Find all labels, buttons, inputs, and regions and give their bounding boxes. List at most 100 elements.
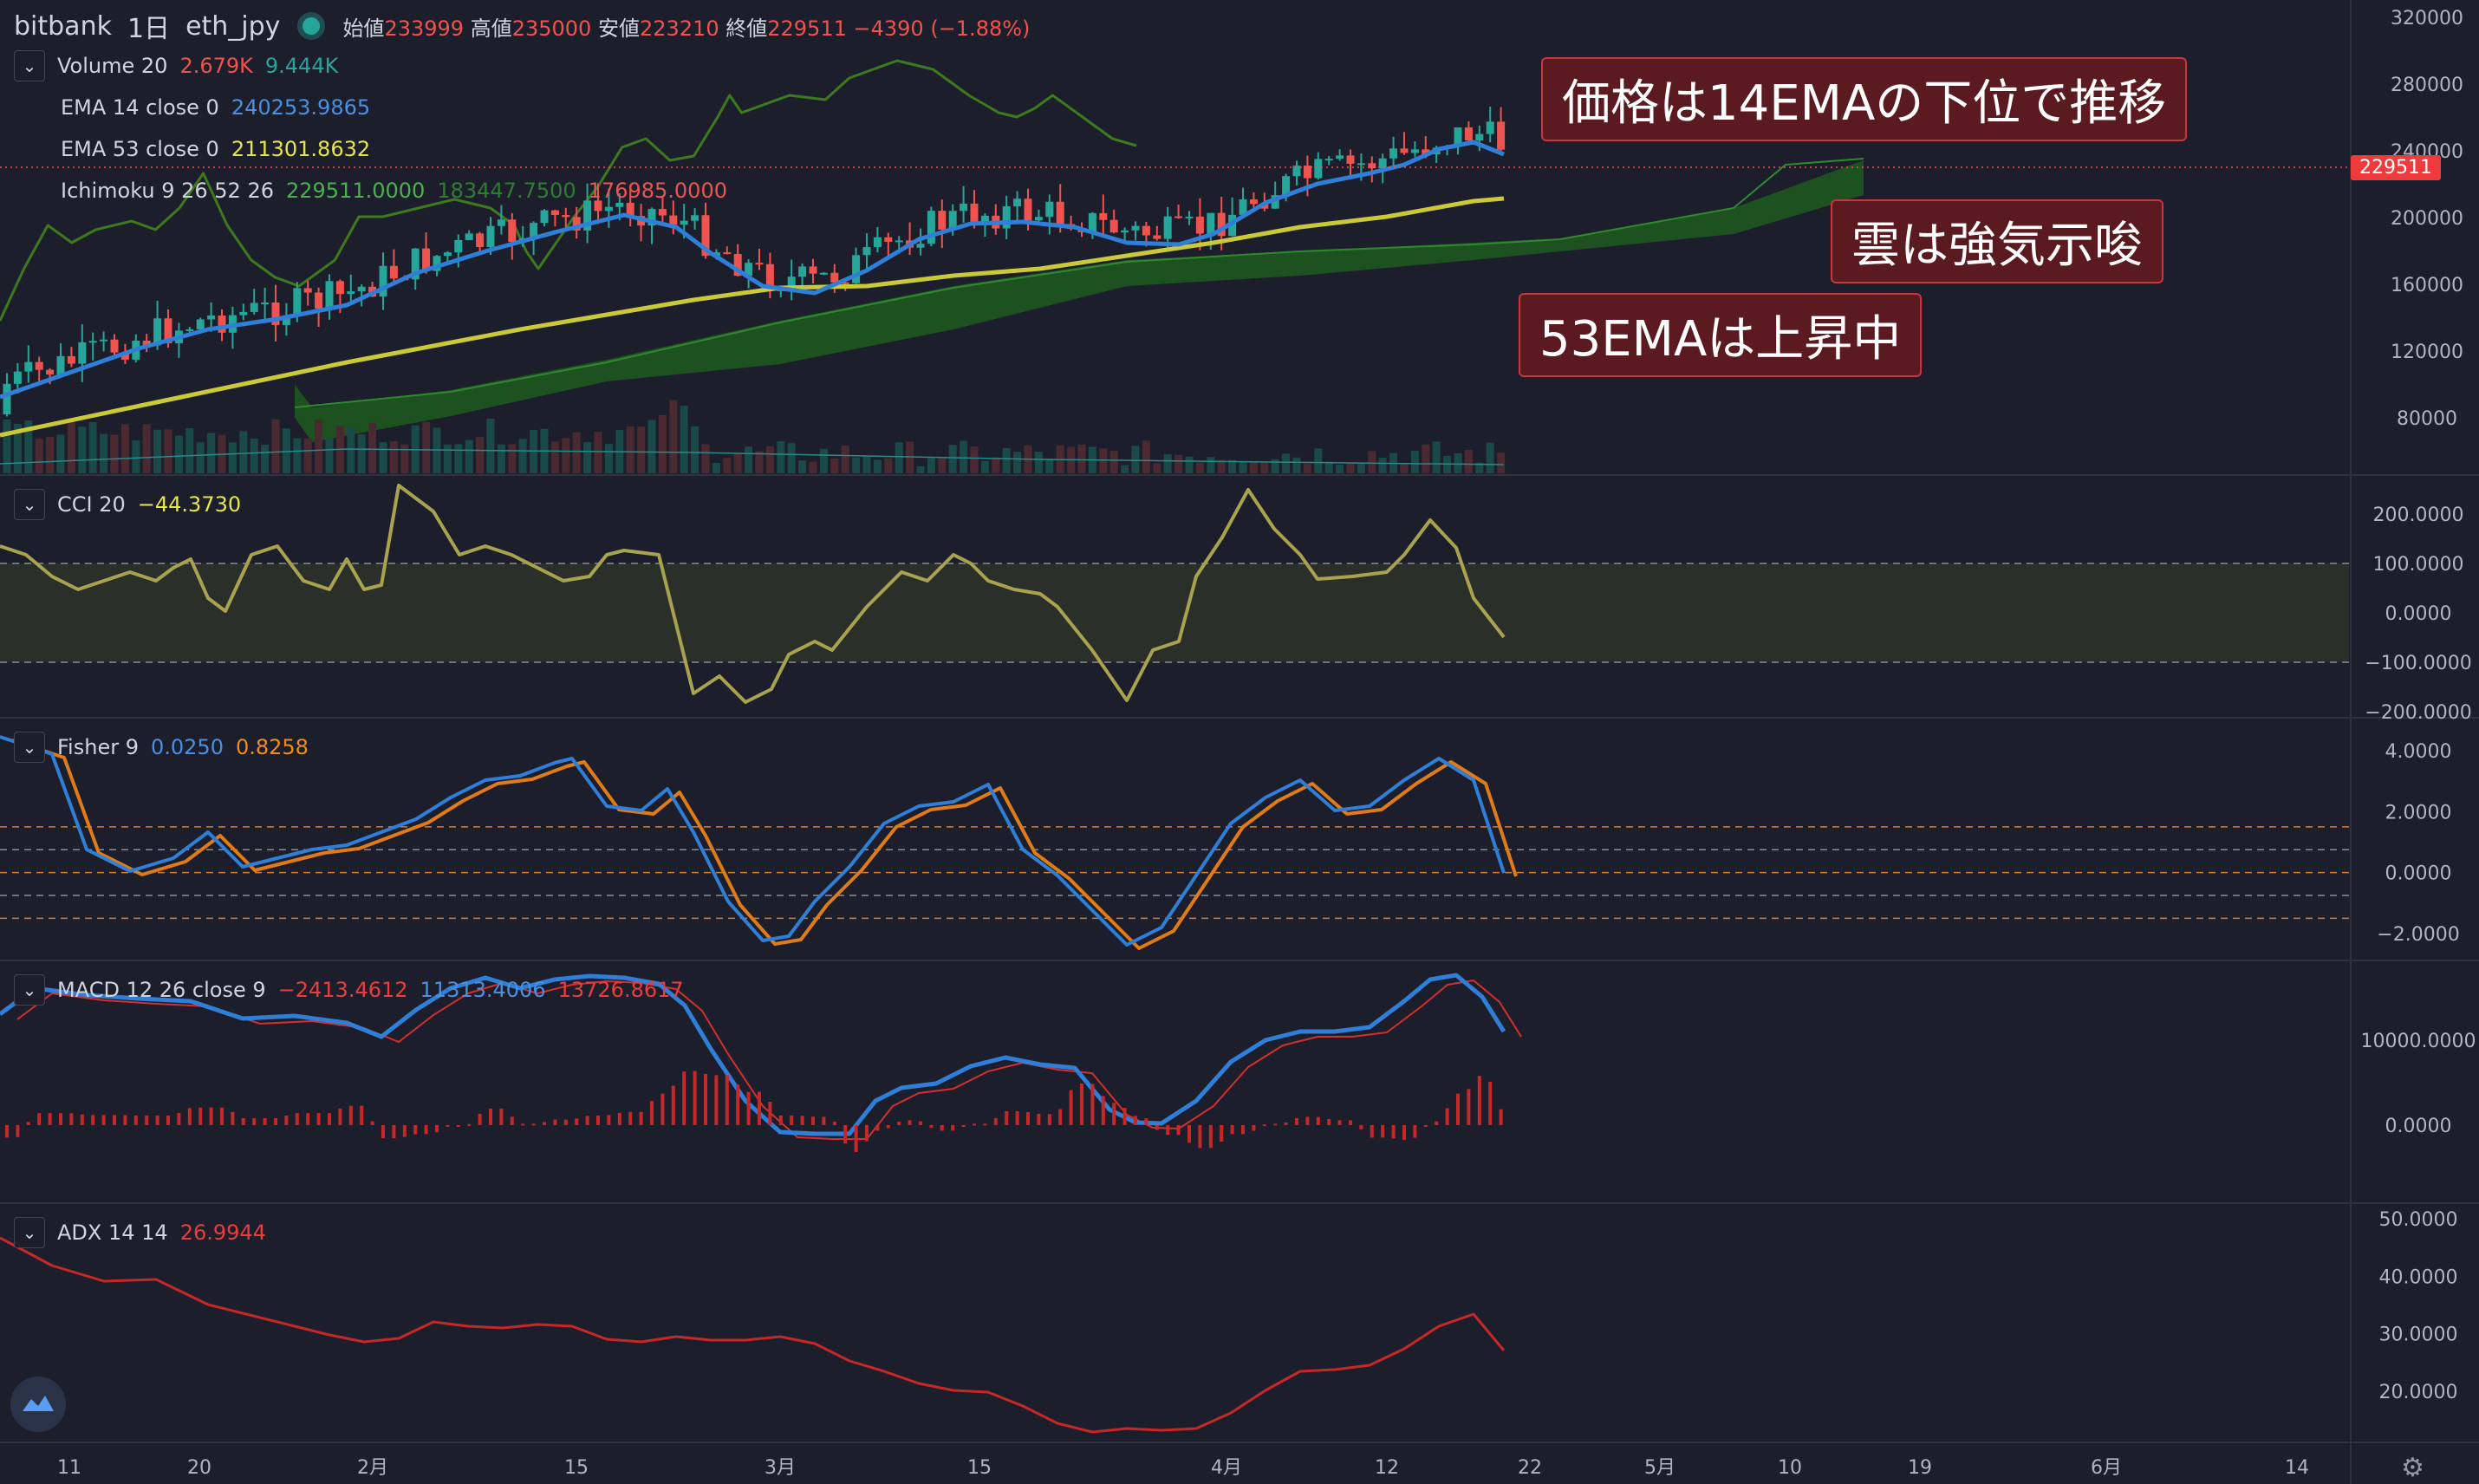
macd-histogram-bar xyxy=(693,1071,697,1125)
macd-histogram-bar xyxy=(682,1071,686,1125)
tradingview-logo-icon[interactable] xyxy=(10,1377,66,1432)
macd-histogram-bar xyxy=(1381,1125,1385,1138)
annotation-price-below-ema14[interactable]: 価格は14EMAの下位で推移 xyxy=(1541,57,2188,141)
candle-body xyxy=(594,200,602,212)
candle-body xyxy=(1045,201,1054,218)
candle-body xyxy=(960,203,968,212)
macd-histogram-bar xyxy=(424,1125,428,1135)
candle-body xyxy=(454,239,463,253)
macd-histogram-bar xyxy=(1402,1125,1406,1141)
volume-bar xyxy=(1217,459,1226,473)
macd-histogram-bar xyxy=(1284,1122,1288,1125)
volume-bar xyxy=(530,430,538,473)
macd-histogram-bar xyxy=(875,1125,880,1131)
annotation-ema53-rising[interactable]: 53EMAは上昇中 xyxy=(1519,293,1923,377)
volume-bar xyxy=(765,446,774,473)
candle-body xyxy=(3,383,11,414)
legend-ema14[interactable]: EMA 14 close 0 240253.9865 xyxy=(61,95,371,120)
volume-bar xyxy=(691,426,699,473)
legend-cci[interactable]: ⌄ CCI 20 −44.3730 xyxy=(14,489,241,520)
fisher-trigger-line xyxy=(11,739,1518,950)
chevron-down-icon[interactable]: ⌄ xyxy=(14,974,45,1006)
volume-bar xyxy=(78,426,87,473)
time-tick-label: 11 xyxy=(57,1457,81,1479)
macd-histogram-bar xyxy=(1080,1084,1083,1125)
candle-body xyxy=(56,355,65,375)
candle-body xyxy=(938,211,947,230)
candle-body xyxy=(271,302,280,326)
candle-body xyxy=(830,272,839,283)
macd-histogram-bar xyxy=(1327,1119,1331,1125)
time-tick-label: 10 xyxy=(1778,1457,1802,1479)
macd-histogram-bar xyxy=(778,1115,783,1125)
macd-histogram-bar xyxy=(736,1084,740,1125)
legend-ichimoku[interactable]: Ichimoku 9 26 52 26 229511.0000 183447.7… xyxy=(61,179,727,203)
volume-ma-line xyxy=(0,448,1505,465)
macd-histogram-bar xyxy=(1047,1114,1051,1125)
cci-tick-label: 0.0000 xyxy=(2385,603,2452,625)
candle-body xyxy=(1464,127,1473,141)
candle-body xyxy=(970,203,979,224)
candle-body xyxy=(88,341,97,343)
volume-bar xyxy=(841,446,849,473)
candle-body xyxy=(379,265,387,297)
legend-ema53[interactable]: EMA 53 close 0 211301.8632 xyxy=(61,137,371,161)
macd-histogram-bar xyxy=(1187,1125,1191,1143)
macd-histogram-bar xyxy=(69,1113,74,1125)
volume-bar xyxy=(980,460,989,473)
time-tick-label: 3月 xyxy=(765,1457,796,1479)
chevron-down-icon[interactable]: ⌄ xyxy=(14,1217,45,1248)
candle-body xyxy=(1497,121,1506,150)
gear-icon[interactable]: ⚙ xyxy=(2401,1453,2424,1483)
macd-histogram-bar xyxy=(274,1118,277,1125)
macd-histogram-bar xyxy=(1467,1089,1471,1125)
macd-histogram-bar xyxy=(973,1123,976,1126)
chevron-down-icon[interactable]: ⌄ xyxy=(14,50,45,81)
volume-bar xyxy=(938,458,947,473)
candle-body xyxy=(486,225,495,247)
volume-bar xyxy=(626,426,634,473)
volume-bar xyxy=(239,431,248,473)
volume-bar xyxy=(1486,442,1494,473)
macd-histogram-bar xyxy=(316,1113,321,1125)
volume-bar xyxy=(852,457,861,473)
macd-histogram-bar xyxy=(1166,1125,1170,1136)
candle-body xyxy=(1099,212,1108,220)
candle-body xyxy=(916,244,925,248)
volume-bar xyxy=(1185,456,1194,473)
candle-body xyxy=(765,264,774,291)
adx-line xyxy=(0,1236,1506,1434)
legend-macd[interactable]: ⌄ MACD 12 26 close 9 −2413.4612 11313.40… xyxy=(14,974,684,1006)
macd-histogram-bar xyxy=(37,1113,42,1125)
macd-histogram-bar xyxy=(790,1115,794,1125)
legend-volume[interactable]: ⌄ Volume 20 2.679K 9.444K xyxy=(14,50,338,81)
symbol-label[interactable]: eth_jpy xyxy=(185,10,281,42)
candle-body xyxy=(1249,199,1258,205)
annotation-cloud-bullish[interactable]: 雲は強気示唆 xyxy=(1831,199,2163,283)
volume-bar xyxy=(960,440,968,473)
volume-bar xyxy=(658,414,667,473)
volume-bar xyxy=(476,437,485,473)
candle-body xyxy=(465,233,473,240)
candle-body xyxy=(809,266,817,274)
candle-body xyxy=(1486,121,1494,134)
legend-adx[interactable]: ⌄ ADX 14 14 26.9944 xyxy=(14,1217,266,1248)
time-tick-label: 19 xyxy=(1908,1457,1932,1479)
volume-bar xyxy=(261,444,270,473)
volume-bar xyxy=(1368,451,1376,473)
candle-body xyxy=(1109,219,1118,233)
volume-bar xyxy=(1239,462,1247,473)
fisher-tick-label: 4.0000 xyxy=(2385,741,2452,763)
volume-bar xyxy=(368,422,377,473)
macd-histogram-bar xyxy=(617,1112,621,1125)
interval-label[interactable]: 1日 xyxy=(127,14,171,44)
candle-body xyxy=(1239,199,1247,215)
volume-bar xyxy=(970,446,979,473)
candle-body xyxy=(852,255,861,283)
candle-body xyxy=(1088,212,1096,232)
chevron-down-icon[interactable]: ⌄ xyxy=(14,732,45,763)
chevron-down-icon[interactable]: ⌄ xyxy=(14,489,45,520)
legend-fisher[interactable]: ⌄ Fisher 9 0.0250 0.8258 xyxy=(14,732,309,763)
volume-bar xyxy=(518,439,527,473)
